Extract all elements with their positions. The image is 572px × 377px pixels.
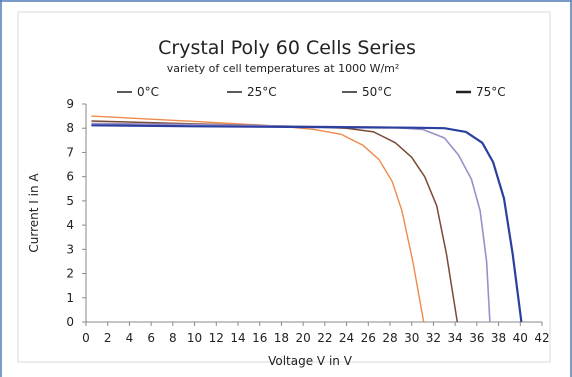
x-tick-label: 30 [404,331,419,345]
y-tick-label: 6 [66,170,74,184]
x-tick-label: 2 [104,331,112,345]
legend-item-25c: 25°C [227,85,277,99]
y-tick-label: 9 [66,97,74,111]
x-tick-label: 36 [469,331,484,345]
legend-label-0c: 0°C [137,85,159,99]
chart-subtitle: variety of cell temperatures at 1000 W/m… [167,62,400,75]
legend-label-75c: 75°C [476,85,506,99]
series-line-50c [91,120,459,323]
plot-area: 0 2 4 6 8 10 12 14 16 18 20 22 24 26 28 30 32 34 36 38 40 420… [66,97,549,345]
legend: 0°C 25°C 50°C 75°C [117,85,506,99]
series-line-0c [91,124,523,323]
x-tick-label: 24 [339,331,354,345]
y-tick-label: 5 [66,194,74,208]
y-tick-label: 3 [66,242,74,256]
x-tick-label: 10 [187,331,202,345]
x-tick-label: 28 [382,331,397,345]
x-tick-label: 12 [209,331,224,345]
legend-item-50c: 50°C [342,85,392,99]
x-tick-label: 42 [534,331,549,345]
y-axis-label: Current I in A [27,173,41,253]
x-tick-label: 26 [361,331,376,345]
x-axis-label: Voltage V in V [268,354,353,368]
x-tick-label: 22 [317,331,332,345]
y-tick-label: 8 [66,121,74,135]
y-tick-label: 2 [66,267,74,281]
series-line-75c [91,115,425,323]
x-tick-label: 40 [513,331,528,345]
plot-area-border [17,11,551,363]
y-tick-label: 1 [66,291,74,305]
y-tick-label: 0 [66,315,74,329]
x-tick-label: 14 [230,331,245,345]
x-tick-label: 4 [126,331,134,345]
y-tick-label: 4 [66,218,74,232]
x-tick-label: 0 [82,331,90,345]
x-tick-label: 16 [252,331,267,345]
legend-label-50c: 50°C [362,85,392,99]
x-tick-label: 32 [426,331,441,345]
legend-item-0c: 0°C [117,85,159,99]
x-tick-label: 38 [491,331,506,345]
x-tick-label: 6 [147,331,155,345]
chart-title: Crystal Poly 60 Cells Series [158,37,416,59]
y-tick-label: 7 [66,145,74,159]
x-tick-label: 20 [296,331,311,345]
x-tick-label: 34 [448,331,463,345]
legend-item-75c: 75°C [456,85,506,99]
legend-label-25c: 25°C [247,85,277,99]
x-tick-label: 18 [274,331,289,345]
x-tick-label: 8 [169,331,177,345]
series-line-25c [91,122,491,323]
